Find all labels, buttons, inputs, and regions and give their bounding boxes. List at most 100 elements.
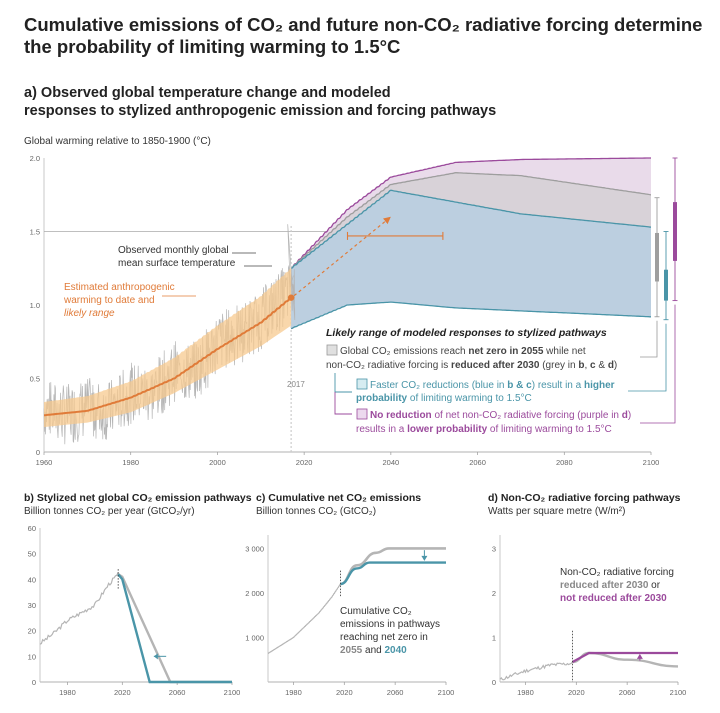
grey-range-upper bbox=[290, 172, 652, 269]
blue-range-upper bbox=[290, 189, 652, 269]
obs-label-2: mean surface temperature bbox=[118, 258, 236, 269]
panel-c-title: c) Cumulative net CO₂ emissions bbox=[256, 492, 422, 504]
legend-title: Likely range of modeled responses to sty… bbox=[326, 327, 607, 339]
panel-d-reduced-line bbox=[572, 651, 679, 668]
grey-legend-connector bbox=[640, 320, 658, 358]
panel-a-y-tick-label: 0.5 bbox=[30, 375, 40, 384]
panel-c-x-tick-label: 2100 bbox=[438, 688, 455, 697]
panel-b-netzero-2040-line bbox=[117, 573, 232, 684]
legend-purple-line1: No reduction of net non-CO₂ radiative fo… bbox=[370, 410, 631, 421]
panel-c-unit: Billion tonnes CO₂ (GtCO₂) bbox=[256, 506, 377, 517]
panel-c-netzero-2055-line bbox=[340, 547, 446, 586]
panel-b-unit: Billion tonnes CO₂ per year (GtCO₂/yr) bbox=[24, 506, 195, 517]
main-title-line1: Cumulative emissions of CO₂ and future n… bbox=[24, 14, 703, 35]
main-title: Cumulative emissions of CO₂ and future n… bbox=[24, 14, 714, 58]
legend-blue-swatch bbox=[356, 378, 368, 390]
panel-d-historical-line bbox=[499, 661, 573, 681]
panel-a-subtitle-line2: responses to stylized anthropogenic emis… bbox=[24, 103, 497, 119]
blue-range-box bbox=[664, 269, 668, 301]
panel-b-y-tick-label: 40 bbox=[28, 575, 36, 584]
legend-purple-connector bbox=[334, 392, 352, 415]
panel-a-x-tick-label: 1960 bbox=[36, 458, 53, 467]
panel-b-y-tick-label: 0 bbox=[32, 678, 36, 687]
legend-blue-line1: Faster CO₂ reductions (blue in b & c) re… bbox=[370, 380, 615, 391]
legend-grey-swatch bbox=[326, 344, 338, 356]
panel-b-y-tick-label: 30 bbox=[28, 601, 36, 610]
panel-a-x-tick-label: 2020 bbox=[296, 458, 313, 467]
main-title-line2: the probability of limiting warming to 1… bbox=[24, 36, 401, 57]
panel-b-arrow-head bbox=[153, 653, 158, 660]
est-label-1: Estimated anthropogenic bbox=[64, 282, 175, 293]
purple-legend-connector bbox=[640, 304, 676, 424]
panel-d-x-tick-label: 2020 bbox=[568, 688, 585, 697]
panel-c-chart: 1980 2020 2060 2100 1 000 2 000 3 000 bbox=[245, 535, 454, 697]
panel-c-y-tick-label: 2 000 bbox=[245, 589, 264, 598]
panel-b-x-tick-label: 1980 bbox=[59, 688, 76, 697]
panel-a-ylabel: Global warming relative to 1850-1900 (°C… bbox=[24, 136, 211, 147]
panel-a-x-tick-label: 2080 bbox=[556, 458, 573, 467]
panel-c-historical-line bbox=[267, 583, 341, 655]
panel-b-y-tick-label: 10 bbox=[28, 652, 36, 661]
panel-b-y-tick-label: 60 bbox=[28, 524, 36, 533]
panel-b-x-tick-label: 2060 bbox=[169, 688, 186, 697]
panel-a-x-tick-label: 2040 bbox=[383, 458, 400, 467]
est-label-2: warming to date and bbox=[63, 295, 155, 306]
panel-d-chart: 1980 2020 2060 2100 0 1 2 3 bbox=[492, 535, 686, 697]
panel-a-y-tick-label: 1.0 bbox=[30, 301, 40, 310]
panel-c-note-3: reaching net zero in bbox=[340, 632, 428, 643]
panel-a-subtitle-line1: a) Observed global temperature change an… bbox=[24, 85, 391, 101]
blue-range-lower bbox=[291, 301, 652, 330]
panel-a-subtitle: a) Observed global temperature change an… bbox=[24, 84, 624, 120]
panel-c-note-2: emissions in pathways bbox=[340, 619, 440, 630]
panel-d-note-1: Non-CO₂ radiative forcing bbox=[560, 567, 674, 578]
panel-c-arrow-head bbox=[421, 555, 428, 561]
panel-a-y-tick-label: 2.0 bbox=[30, 154, 40, 163]
panel-b-title: b) Stylized net global CO₂ emission path… bbox=[24, 492, 252, 504]
legend-title-text: Likely range of modeled responses to sty… bbox=[326, 327, 607, 339]
grey-range-box bbox=[655, 232, 659, 282]
legend-purple-line2: results in a lower probability of limiti… bbox=[356, 424, 612, 435]
panel-c-note-4: 2055 and 2040 bbox=[340, 645, 407, 656]
panel-d-not-reduced-line bbox=[571, 651, 678, 663]
panel-d-x-tick-label: 2060 bbox=[619, 688, 636, 697]
year-2017-label: 2017 bbox=[287, 380, 305, 389]
purple-range-upper bbox=[290, 157, 651, 269]
panel-a-y-tick-label: 0 bbox=[36, 448, 40, 457]
panel-c-y-tick-label: 3 000 bbox=[245, 544, 264, 553]
bottom-edge bbox=[0, 706, 720, 713]
legend-grey-line1: Global CO₂ emissions reach net zero in 2… bbox=[340, 346, 586, 357]
panel-c-x-tick-label: 1980 bbox=[285, 688, 302, 697]
panel-c-netzero-2040-line bbox=[340, 561, 446, 586]
panel-a-x-tick-label: 2100 bbox=[643, 458, 660, 467]
anthropogenic-warming-line bbox=[43, 296, 292, 417]
est-label-3: likely range bbox=[64, 308, 115, 319]
panel-d-arrow-head bbox=[636, 653, 643, 659]
blue-legend-connector bbox=[628, 323, 667, 392]
panel-b-y-tick-label: 20 bbox=[28, 627, 36, 636]
legend-blue-connector bbox=[334, 373, 352, 393]
panel-a-chart: 1960 1980 2000 2020 2040 2060 2080 2100 0 0.5 1.0 1… bbox=[30, 154, 678, 467]
panel-d-unit: Watts per square metre (W/m²) bbox=[488, 506, 626, 517]
panel-b-historical-line bbox=[39, 572, 119, 645]
panel-b-x-tick-label: 2020 bbox=[114, 688, 131, 697]
obs-label-1: Observed monthly global bbox=[118, 245, 229, 256]
panel-d-x-tick-label: 1980 bbox=[517, 688, 534, 697]
projection-dashed-arrow bbox=[293, 216, 392, 297]
panel-d-y-tick-label: 1 bbox=[492, 633, 496, 642]
legend-purple-swatch bbox=[356, 408, 368, 420]
panel-d-note-3: not reduced after 2030 bbox=[560, 593, 667, 604]
anthropogenic-2017-point bbox=[287, 294, 295, 301]
blue-range-fill bbox=[291, 190, 651, 329]
panel-c-y-tick-label: 1 000 bbox=[245, 633, 264, 642]
panel-d-title: d) Non-CO₂ radiative forcing pathways bbox=[488, 492, 681, 504]
legend-blue-line2: probability of limiting warming to 1.5°C bbox=[356, 393, 532, 404]
panel-a-x-tick-label: 2000 bbox=[209, 458, 226, 467]
panel-b-x-tick-label: 2100 bbox=[224, 688, 241, 697]
panel-c-x-tick-label: 2020 bbox=[336, 688, 353, 697]
panel-d-y-tick-label: 3 bbox=[492, 544, 496, 553]
panel-b-chart: 1980 2020 2060 2100 0 10 20 30 40 50 60 bbox=[28, 524, 241, 697]
panel-a-x-tick-label: 1980 bbox=[122, 458, 139, 467]
panel-d-y-tick-label: 0 bbox=[492, 678, 496, 687]
purple-range-box bbox=[673, 202, 677, 261]
